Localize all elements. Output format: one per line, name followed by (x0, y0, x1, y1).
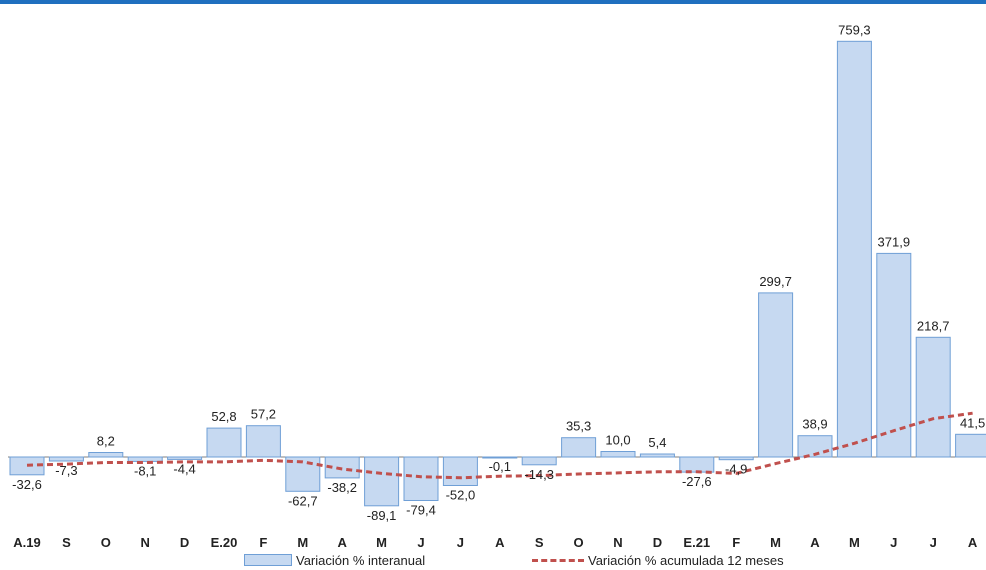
x-tick-label-13: S (535, 535, 544, 550)
legend-bar-label: Variación % interanual (296, 552, 426, 568)
data-label-8: -38,2 (327, 480, 357, 495)
x-tick-label-12: A (495, 535, 505, 550)
data-label-1: -7,3 (55, 463, 77, 478)
x-tick-label-21: M (849, 535, 860, 550)
bar-12 (482, 456, 518, 459)
legend-line-label: Variación % acumulada 12 meses (588, 552, 784, 568)
x-tick-label-10: J (417, 535, 424, 550)
x-tick-label-7: M (297, 535, 308, 550)
bar-23 (915, 336, 951, 458)
bar-22 (876, 252, 912, 458)
bar-14 (561, 437, 597, 458)
data-label-12: -0,1 (489, 459, 511, 474)
x-tick-label-16: D (653, 535, 662, 550)
x-tick-label-2: O (101, 535, 111, 550)
data-label-23: 218,7 (917, 318, 950, 333)
bar-13 (521, 456, 557, 466)
bar-15 (600, 451, 636, 458)
x-tick-label-9: M (376, 535, 387, 550)
bar-0 (9, 456, 45, 476)
x-tick-label-1: S (62, 535, 71, 550)
x-tick-label-4: D (180, 535, 189, 550)
x-tick-label-6: F (259, 535, 267, 550)
x-tick-label-15: N (613, 535, 622, 550)
x-tick-label-18: F (732, 535, 740, 550)
data-label-13: -14,3 (524, 467, 554, 482)
bar-17 (679, 456, 715, 473)
x-tick-label-0: A.19 (13, 535, 40, 550)
combo-chart: -32,6 -7,3 8,2 -8,1 -4,4 52,8 57,2 -62,7 -38,2 -8… (8, 22, 986, 550)
data-label-14: 35,3 (566, 419, 591, 434)
data-label-3: -8,1 (134, 463, 156, 478)
x-tick-label-11: J (457, 535, 464, 550)
data-label-5: 52,8 (211, 409, 236, 424)
bar-19 (758, 292, 794, 458)
data-label-20: 38,9 (802, 417, 827, 432)
data-label-17: -27,6 (682, 474, 712, 489)
bar-10 (403, 456, 439, 501)
bar-8 (324, 456, 360, 479)
bar-5 (206, 427, 242, 458)
bar-24 (955, 433, 986, 458)
bar-1 (48, 456, 84, 462)
x-tick-label-23: J (930, 535, 937, 550)
data-label-16: 5,4 (648, 435, 666, 450)
legend-item-line: Variación % acumulada 12 meses (532, 550, 784, 570)
x-tick-label-19: M (770, 535, 781, 550)
bar-16 (639, 453, 675, 458)
bar-2 (88, 452, 124, 458)
x-tick-label-5: E.20 (211, 535, 238, 550)
data-label-6: 57,2 (251, 407, 276, 422)
legend-line-swatch (532, 558, 584, 562)
data-label-4: -4,4 (173, 461, 195, 476)
bar-11 (442, 456, 478, 486)
data-label-24: 41,5 (960, 415, 985, 430)
legend-bar-swatch (244, 554, 292, 566)
x-tick-label-3: N (141, 535, 150, 550)
data-label-9: -89,1 (367, 508, 397, 523)
legend-item-bars: Variación % interanual (244, 550, 425, 570)
x-tick-label-20: A (810, 535, 820, 550)
x-tick-label-24: A (968, 535, 978, 550)
data-label-2: 8,2 (97, 434, 115, 449)
bar-21 (836, 40, 872, 458)
x-tick-label-22: J (890, 535, 897, 550)
data-label-11: -52,0 (446, 488, 476, 503)
x-tick-label-8: A (338, 535, 348, 550)
data-label-15: 10,0 (605, 433, 630, 448)
x-tick-label-17: E.21 (683, 535, 710, 550)
bar-4 (167, 456, 203, 460)
data-label-18: -4,9 (725, 462, 747, 477)
bar-18 (718, 456, 754, 461)
data-label-21: 759,3 (838, 22, 871, 37)
data-label-10: -79,4 (406, 503, 436, 518)
data-label-19: 299,7 (759, 274, 792, 289)
data-label-0: -32,6 (12, 477, 42, 492)
chart-legend: Variación % interanual Variación % acumu… (0, 550, 986, 570)
data-label-7: -62,7 (288, 493, 318, 508)
bar-9 (364, 456, 400, 507)
cumulative-line (26, 411, 973, 480)
data-label-22: 371,9 (878, 234, 911, 249)
top-accent-bar (0, 0, 986, 4)
bar-6 (245, 425, 281, 458)
x-tick-label-14: O (574, 535, 584, 550)
bar-3 (127, 456, 163, 462)
